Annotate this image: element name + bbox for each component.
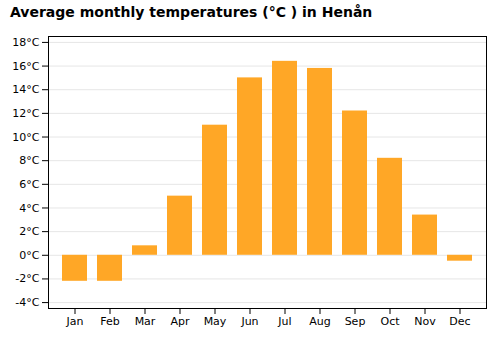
svg-text:Jul: Jul xyxy=(277,315,291,328)
svg-text:Jun: Jun xyxy=(240,315,258,328)
svg-text:2°C: 2°C xyxy=(19,225,39,238)
svg-text:12°C: 12°C xyxy=(12,107,39,120)
svg-text:18°C: 18°C xyxy=(12,36,39,49)
svg-text:10°C: 10°C xyxy=(12,131,39,144)
svg-text:6°C: 6°C xyxy=(19,178,39,191)
svg-text:Nov: Nov xyxy=(414,315,436,328)
svg-text:16°C: 16°C xyxy=(12,60,39,73)
svg-text:Apr: Apr xyxy=(170,315,190,328)
svg-text:-2°C: -2°C xyxy=(15,272,39,285)
svg-text:4°C: 4°C xyxy=(19,201,39,214)
svg-text:14°C: 14°C xyxy=(12,83,39,96)
svg-text:Dec: Dec xyxy=(449,315,470,328)
svg-text:-4°C: -4°C xyxy=(15,296,39,309)
svg-text:8°C: 8°C xyxy=(19,154,39,167)
svg-text:Oct: Oct xyxy=(380,315,400,328)
svg-text:Feb: Feb xyxy=(100,315,119,328)
svg-text:Jan: Jan xyxy=(66,315,84,328)
svg-text:Sep: Sep xyxy=(345,315,366,328)
svg-text:0°C: 0°C xyxy=(19,249,39,262)
svg-text:Aug: Aug xyxy=(309,315,330,328)
svg-text:May: May xyxy=(204,315,227,328)
svg-text:Mar: Mar xyxy=(135,315,156,328)
html-text:Average monthly temperatures (: Average monthly temperatures (°C ) in He… xyxy=(10,4,373,20)
